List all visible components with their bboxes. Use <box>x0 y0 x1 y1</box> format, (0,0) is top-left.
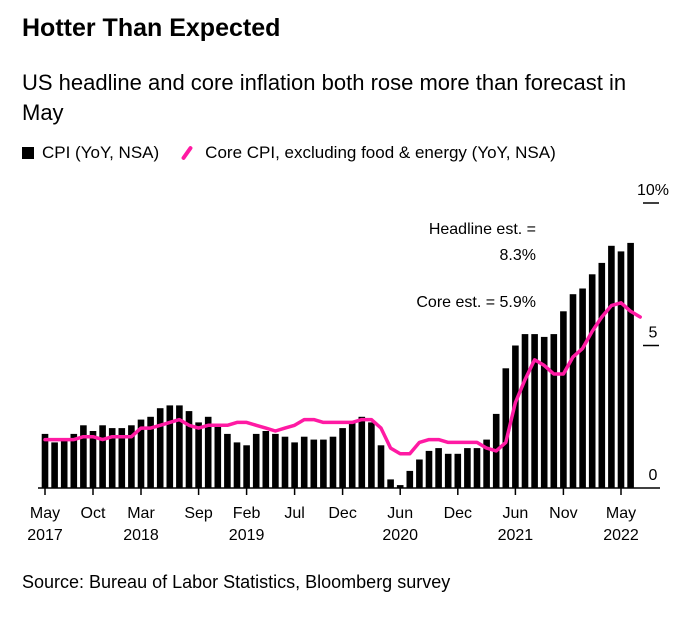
cpi-bar <box>627 242 634 488</box>
cpi-bar <box>224 433 231 488</box>
cpi-bar <box>579 288 586 488</box>
cpi-bar <box>118 428 126 488</box>
x-tick-label: Jun <box>503 505 529 522</box>
cpi-bar <box>185 411 193 488</box>
chart-subtitle: US headline and core inflation both rose… <box>22 70 627 125</box>
cpi-bar <box>243 445 250 489</box>
cpi-bar <box>89 431 97 488</box>
x-tick-label: Jul <box>284 505 304 522</box>
cpi-bar <box>262 431 270 488</box>
cpi-bar <box>108 428 116 488</box>
x-tick-year: 2018 <box>123 527 159 544</box>
cpi-bar <box>233 442 241 488</box>
cpi-bar <box>387 479 394 488</box>
y-tick-label: 0 <box>649 467 658 484</box>
x-tick-label: Jun <box>387 505 413 522</box>
x-tick-label: Feb <box>233 505 261 522</box>
cpi-bar <box>550 334 558 488</box>
cpi-bar <box>444 453 452 488</box>
cpi-bar <box>368 422 375 488</box>
cpi-bar <box>425 450 433 488</box>
cpi-bar <box>329 436 337 488</box>
cpi-bar <box>320 439 327 488</box>
cpi-bar <box>204 416 212 489</box>
cpi-bar <box>137 419 145 488</box>
cpi-bar <box>560 311 567 488</box>
cpi-bar <box>176 405 183 488</box>
cpi-bar <box>339 428 346 488</box>
cpi-bar <box>588 274 596 489</box>
cpi-bar <box>358 416 366 489</box>
cpi-bar <box>483 439 490 488</box>
cpi-bar <box>502 368 510 488</box>
cpi-bar <box>70 433 78 488</box>
cpi-bar <box>51 442 58 488</box>
annotation-headline-est-value: 8.3% <box>500 247 536 264</box>
x-tick-label: Dec <box>328 505 356 522</box>
cpi-bar <box>473 448 481 488</box>
cpi-bar <box>195 422 202 488</box>
y-tick-label: 10% <box>637 182 669 199</box>
x-tick-year: 2021 <box>498 527 534 544</box>
x-tick-label: Dec <box>444 505 472 522</box>
x-tick-label: Nov <box>549 505 577 522</box>
cpi-bar <box>300 436 308 488</box>
cpi-bar <box>272 433 279 488</box>
legend: CPI (YoY, NSA) Core CPI, excluding food … <box>22 143 556 163</box>
cpi-bar <box>156 408 164 488</box>
cpi-bar <box>608 245 615 489</box>
cpi-bar <box>214 425 222 488</box>
cpi-bar <box>454 453 462 488</box>
x-tick-year: 2017 <box>27 527 63 544</box>
x-tick-year: 2019 <box>229 527 265 544</box>
x-tick-label: Sep <box>184 505 213 522</box>
cpi-bar <box>291 442 298 488</box>
x-tick-label: May <box>606 505 636 522</box>
source-note: Source: Bureau of Labor Statistics, Bloo… <box>22 572 451 592</box>
cpi-bar <box>281 436 289 488</box>
cpi-bar <box>166 405 174 488</box>
cpi-bar <box>60 439 68 488</box>
chart-title: Hotter Than Expected <box>22 14 281 42</box>
x-tick-label: Oct <box>81 505 106 522</box>
cpi-bar <box>512 345 519 488</box>
cpi-bar <box>617 251 625 488</box>
x-tick-label: May <box>30 505 60 522</box>
cpi-bar <box>540 336 548 488</box>
cpi-bar <box>521 334 529 488</box>
cpi-bar <box>569 294 577 488</box>
cpi-bar <box>531 334 538 488</box>
cpi-bar <box>406 470 414 488</box>
cpi-bar <box>598 262 606 488</box>
cpi-bar <box>41 433 49 488</box>
cpi-bar <box>147 416 154 489</box>
y-tick-label: 5 <box>649 325 658 342</box>
cpi-bar <box>348 422 356 488</box>
legend-cpi-swatch <box>22 147 34 159</box>
cpi-bar <box>252 433 260 488</box>
x-tick-label: Mar <box>127 505 155 522</box>
x-tick-year: 2020 <box>382 527 418 544</box>
cpi-bar <box>396 485 404 488</box>
annotation-headline-est: Headline est. = <box>429 221 536 238</box>
core-cpi-line <box>43 301 642 456</box>
cpi-bar <box>99 425 106 488</box>
cpi-bar <box>128 425 135 488</box>
cpi-bar <box>80 425 87 488</box>
annotation-core-est: Core est. = 5.9% <box>416 294 536 311</box>
cpi-bar <box>310 439 318 488</box>
cpi-bar <box>377 445 385 489</box>
x-tick-year: 2022 <box>603 527 639 544</box>
cpi-bar <box>416 459 423 488</box>
legend-cpi-label: CPI (YoY, NSA) <box>42 143 160 162</box>
cpi-bar <box>435 448 442 488</box>
cpi-bar <box>464 448 471 488</box>
legend-core-label: Core CPI, excluding food & energy (YoY, … <box>205 143 556 162</box>
